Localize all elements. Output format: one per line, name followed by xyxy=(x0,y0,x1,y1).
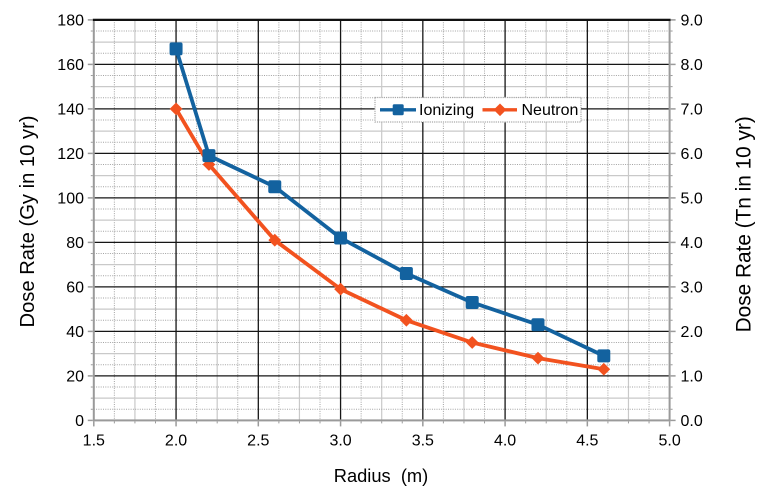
svg-text:7.0: 7.0 xyxy=(681,101,703,118)
svg-text:8.0: 8.0 xyxy=(681,57,703,74)
svg-text:3.0: 3.0 xyxy=(681,279,703,296)
svg-text:5.0: 5.0 xyxy=(681,190,703,207)
svg-text:0.0: 0.0 xyxy=(681,413,703,430)
svg-text:160: 160 xyxy=(57,57,84,74)
svg-text:6.0: 6.0 xyxy=(681,146,703,163)
svg-text:4.0: 4.0 xyxy=(494,433,516,450)
svg-text:Ionizing: Ionizing xyxy=(419,102,474,119)
svg-text:20: 20 xyxy=(66,368,84,385)
svg-text:80: 80 xyxy=(66,235,84,252)
svg-text:3.0: 3.0 xyxy=(329,433,351,450)
svg-text:100: 100 xyxy=(57,190,84,207)
svg-text:2.5: 2.5 xyxy=(247,433,269,450)
svg-text:Dose Rate (Gy in 10 yr): Dose Rate (Gy in 10 yr) xyxy=(17,115,39,327)
svg-text:Neutron: Neutron xyxy=(522,102,579,119)
svg-text:2.0: 2.0 xyxy=(165,433,187,450)
svg-text:9.0: 9.0 xyxy=(681,12,703,29)
svg-text:4.0: 4.0 xyxy=(681,235,703,252)
svg-text:1.5: 1.5 xyxy=(83,433,105,450)
svg-text:180: 180 xyxy=(57,12,84,29)
svg-text:1.0: 1.0 xyxy=(681,368,703,385)
svg-text:40: 40 xyxy=(66,324,84,341)
svg-text:Radius (m): Radius (m) xyxy=(334,465,428,486)
svg-text:4.5: 4.5 xyxy=(576,433,598,450)
svg-text:60: 60 xyxy=(66,279,84,296)
svg-text:120: 120 xyxy=(57,146,84,163)
svg-text:140: 140 xyxy=(57,101,84,118)
svg-text:0: 0 xyxy=(75,413,84,430)
svg-text:3.5: 3.5 xyxy=(412,433,434,450)
svg-text:2.0: 2.0 xyxy=(681,324,703,341)
svg-text:5.0: 5.0 xyxy=(658,433,680,450)
svg-text:Dose Rate (Tn in 10 yr): Dose Rate (Tn in 10 yr) xyxy=(732,116,755,332)
